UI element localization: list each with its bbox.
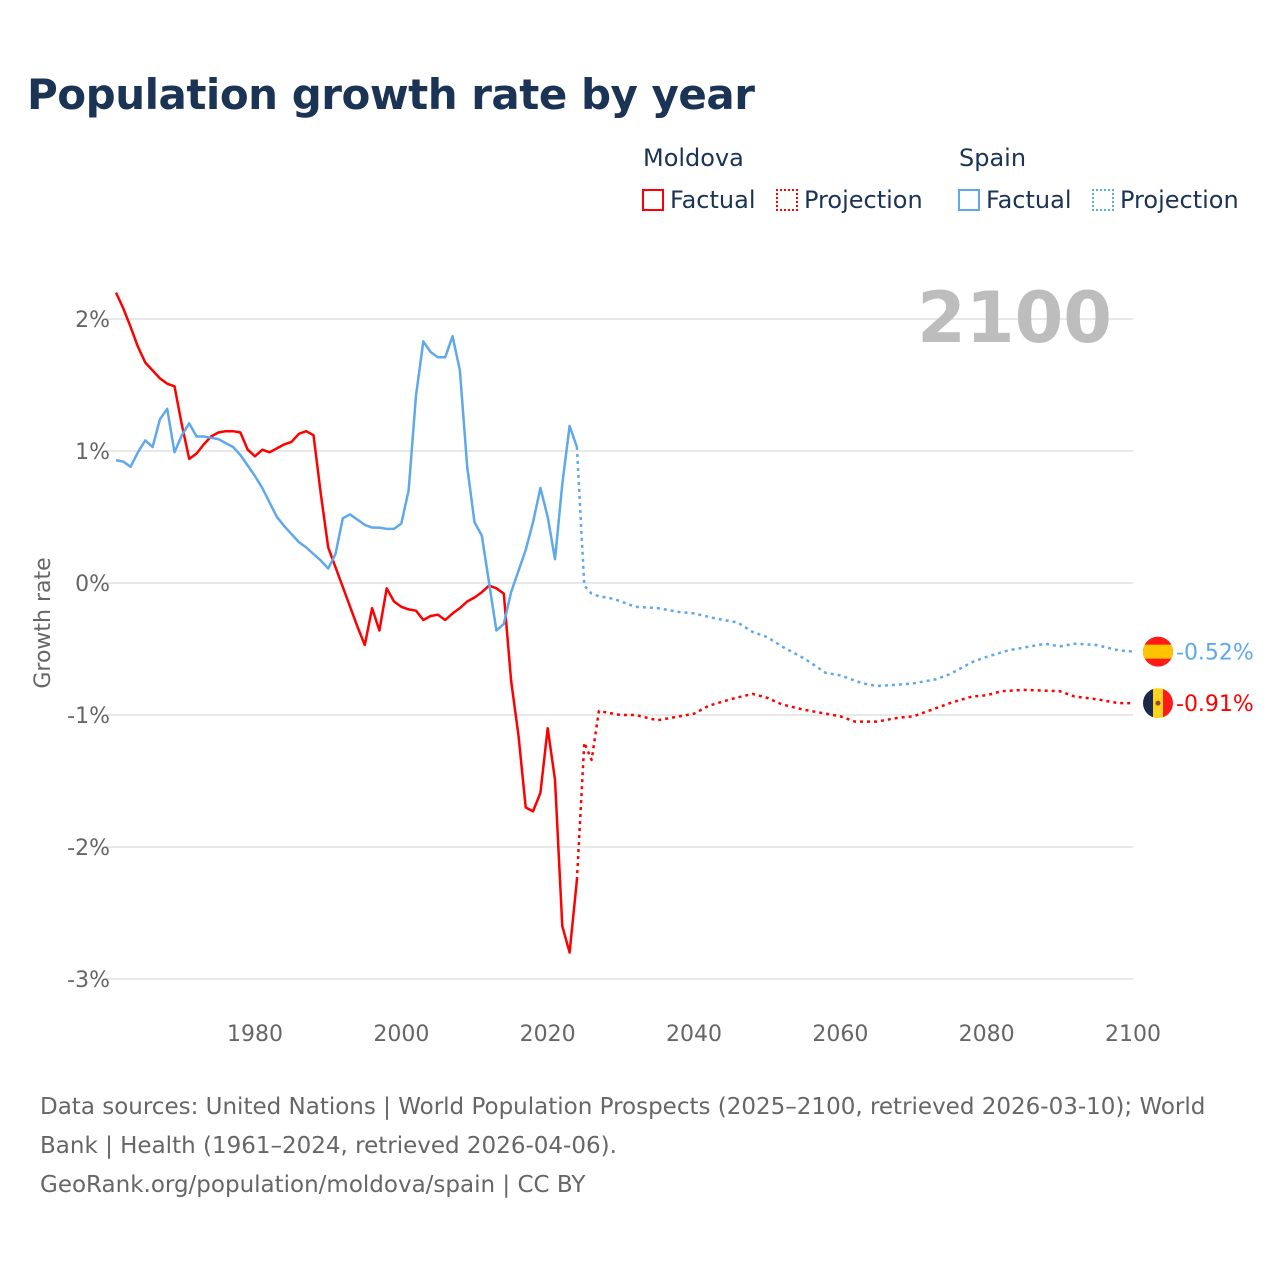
legend-spain-factual[interactable]: Factual <box>958 186 1072 214</box>
moldova-projection-line <box>575 688 1133 881</box>
x-tick-label: 2040 <box>666 1022 722 1047</box>
legend-group-spain: Spain <box>959 144 1027 172</box>
legend-swatch <box>642 189 664 211</box>
y-axis-label: Growth rate <box>31 557 56 688</box>
x-tick-label: 2080 <box>959 1022 1015 1047</box>
legend-moldova-projection[interactable]: Projection <box>776 186 923 214</box>
legend-swatch <box>958 189 980 211</box>
x-tick-label: 1980 <box>227 1022 283 1047</box>
moldova-end-label: -0.91% <box>1176 692 1254 717</box>
y-tick-label: 2% <box>75 308 110 333</box>
x-tick-label: 2060 <box>812 1022 868 1047</box>
y-tick-label: -1% <box>67 704 110 729</box>
legend-swatch <box>776 189 798 211</box>
legend-label: Projection <box>1120 186 1239 214</box>
y-tick-label: 1% <box>75 440 110 465</box>
moldova-flag-icon <box>1143 688 1173 719</box>
x-tick-label: 2100 <box>1105 1022 1161 1047</box>
spain-factual-line <box>115 334 579 632</box>
y-tick-label: 0% <box>75 572 110 597</box>
moldova-factual-line <box>114 292 579 954</box>
year-overlay: 2100 <box>917 277 1112 359</box>
x-tick-label: 2020 <box>520 1022 576 1047</box>
legend-moldova-factual[interactable]: Factual <box>642 186 756 214</box>
x-tick-label: 2000 <box>373 1022 429 1047</box>
source-link[interactable]: GeoRank.org/population/moldova/spain | C… <box>40 1172 586 1198</box>
legend-label: Factual <box>986 186 1072 214</box>
y-tick-label: -3% <box>67 968 110 993</box>
chart-title: Population growth rate by year <box>27 70 755 119</box>
legend-group-moldova: Moldova <box>643 144 744 172</box>
spain-projection-line <box>575 446 1134 688</box>
legend-spain-projection[interactable]: Projection <box>1092 186 1239 214</box>
legend-label: Factual <box>670 186 756 214</box>
plot-area: 2% 1% 0% -1% -2% -3% 1980 2000 2020 2040 2060 2080 2… <box>31 277 1254 1047</box>
data-sources: Data sources: United Nations | World Pop… <box>40 1094 1206 1159</box>
spain-flag-icon <box>1143 636 1173 667</box>
y-tick-label: -2% <box>67 836 110 861</box>
spain-end-label: -0.52% <box>1176 641 1254 666</box>
legend-swatch <box>1092 189 1114 211</box>
footer: Data sources: United Nations | World Pop… <box>40 1088 1240 1205</box>
legend-label: Projection <box>804 186 923 214</box>
